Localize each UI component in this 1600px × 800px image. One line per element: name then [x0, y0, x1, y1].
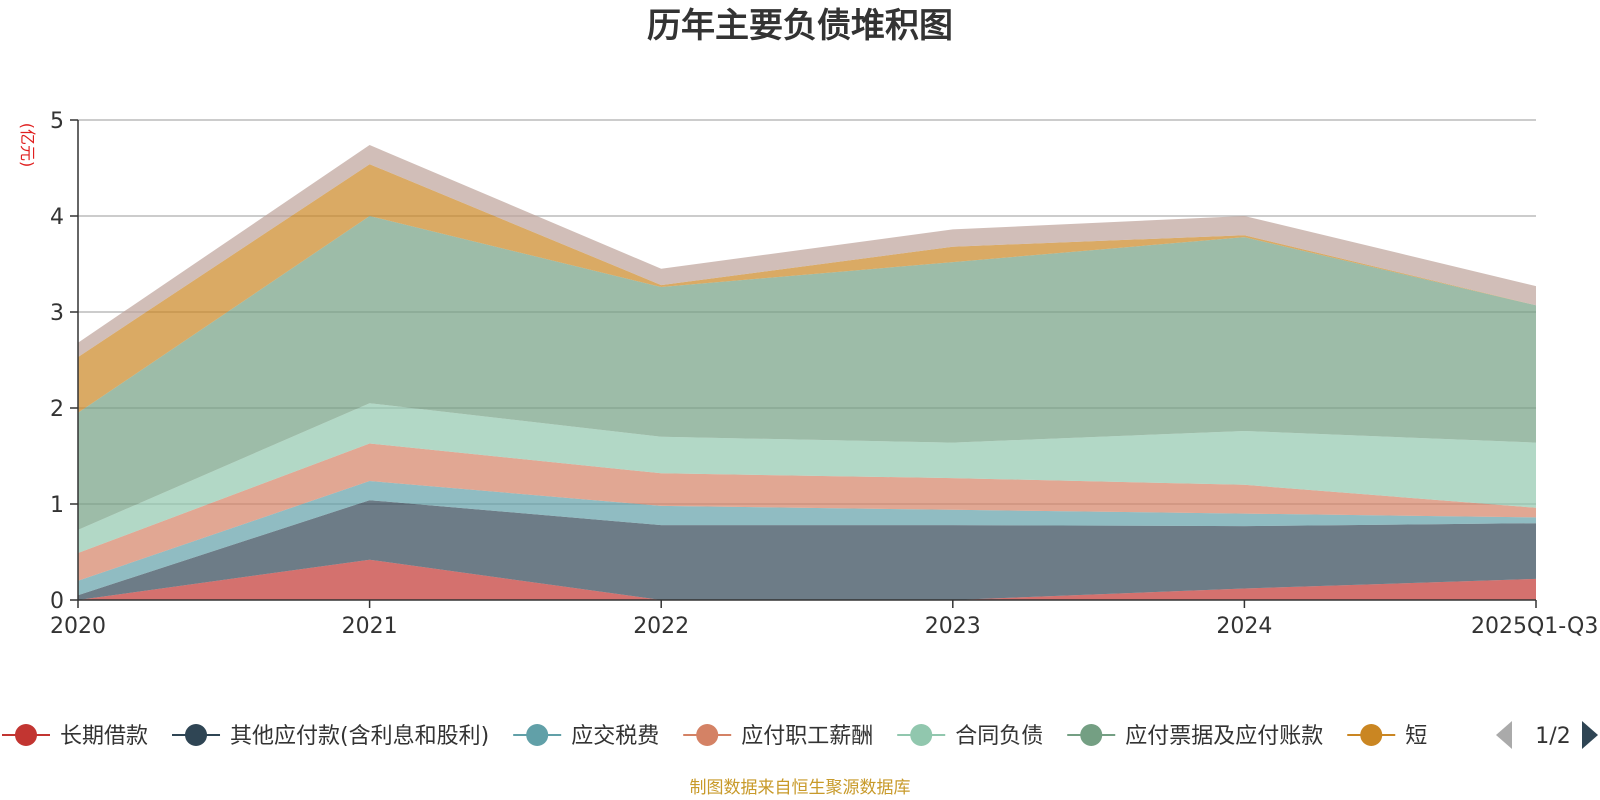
legend-item-2: 其他应付款(含利息和股利) [172, 724, 489, 749]
legend-prev-arrow-icon [1496, 721, 1512, 749]
area-series-1 [78, 559, 1536, 600]
legend-marker [910, 724, 933, 746]
legend-next-arrow-icon [1582, 721, 1598, 749]
x-tick-label: 2025Q1-Q3 [1471, 614, 1598, 639]
area-series-4 [78, 443, 1536, 581]
legend-label: 合同负债 [955, 724, 1043, 749]
x-tick-label: 2022 [633, 614, 689, 639]
legend-item-4: 应付职工薪酬 [683, 724, 873, 749]
x-tick-label: 2020 [50, 614, 106, 639]
legend-page-indicator: 1/2 [1535, 724, 1570, 749]
legend: 长期借款 其他应付款(含利息和股利) 应交税费 应付职工薪酬 合同负债 应付票据及应付账款… [2, 721, 1598, 749]
area-series-8 [78, 145, 1536, 358]
legend-item-5: 合同负债 [897, 724, 1043, 749]
legend-marker [696, 724, 719, 746]
area-series-2 [78, 500, 1536, 600]
legend-label: 其他应付款(含利息和股利) [230, 724, 489, 749]
y-tick-label: 4 [50, 205, 64, 230]
legend-marker [526, 724, 549, 746]
x-tick-label: 2021 [342, 614, 398, 639]
x-tick-label: 2024 [1216, 614, 1272, 639]
legend-label: 应付职工薪酬 [741, 724, 873, 749]
legend-label: 应交税费 [571, 724, 659, 749]
axes: 0 1 2 3 4 5 2020 2021 2022 2023 2024 2025Q1-Q3 [50, 109, 1598, 639]
y-axis-unit: (亿元) [18, 123, 37, 168]
y-tick-label: 3 [50, 301, 64, 326]
y-tick-label: 1 [50, 493, 64, 518]
y-tick-label: 5 [50, 109, 64, 134]
area-series-5 [78, 403, 1536, 553]
y-tick-label: 0 [50, 589, 64, 614]
x-tick-label: 2023 [925, 614, 981, 639]
legend-marker [1360, 724, 1383, 746]
legend-label: 短 [1405, 724, 1427, 749]
legend-label: 长期借款 [60, 724, 148, 749]
area-series-7 [78, 164, 1536, 413]
chart-title: 历年主要负债堆积图 [647, 6, 953, 46]
data-source-footer: 制图数据来自恒生聚源数据库 [690, 778, 911, 798]
legend-marker [1080, 724, 1103, 746]
legend-marker [185, 724, 208, 746]
legend-item-1: 长期借款 [2, 724, 148, 749]
legend-items: 长期借款 其他应付款(含利息和股利) 应交税费 应付职工薪酬 合同负债 应付票据及应付账款… [2, 724, 1427, 749]
area-series-6 [78, 216, 1536, 530]
area-series [78, 145, 1536, 600]
legend-item-7: 短 [1347, 724, 1427, 749]
legend-item-6: 应付票据及应付账款 [1067, 724, 1323, 749]
legend-item-3: 应交税费 [513, 724, 659, 749]
legend-label: 应付票据及应付账款 [1125, 724, 1323, 749]
legend-marker [15, 724, 37, 746]
y-tick-label: 2 [50, 397, 64, 422]
